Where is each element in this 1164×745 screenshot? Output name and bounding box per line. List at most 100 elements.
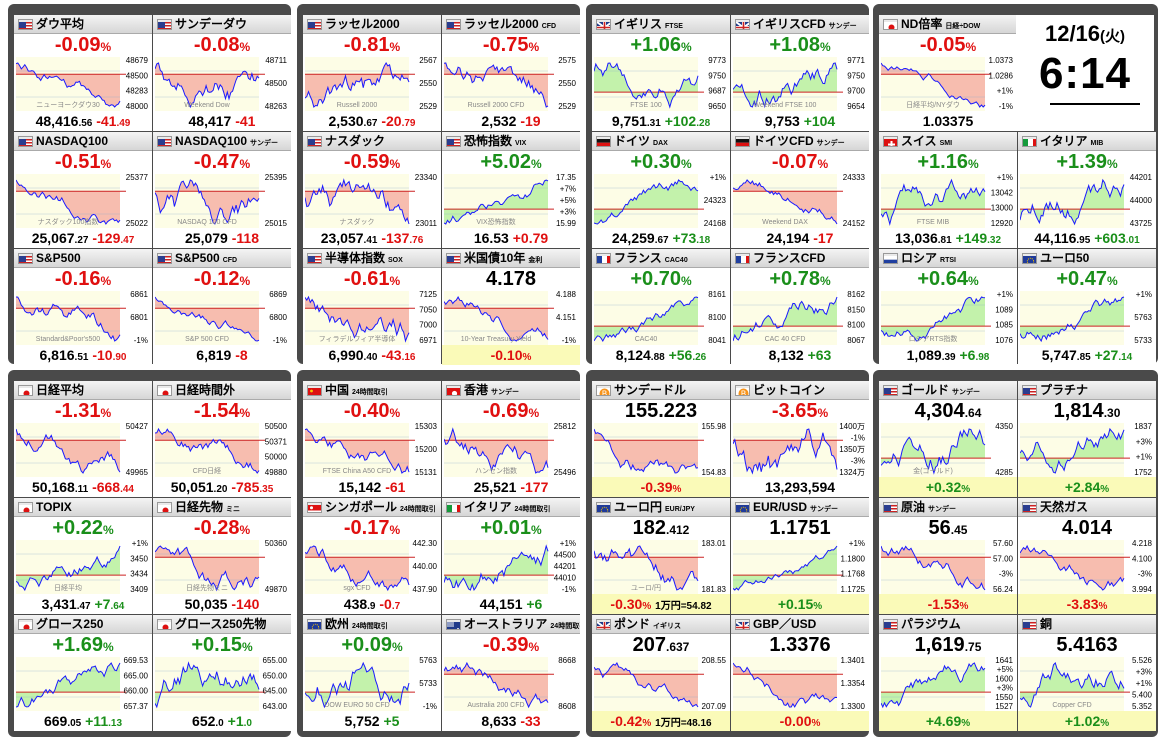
headline-unit: .64	[964, 406, 982, 420]
market-name: 欧州 24時間取引	[325, 617, 388, 631]
market-tile[interactable]: パラジウム 1,619.75 1641 +5% 1600 +3% 1550 1527 +4.69…	[879, 615, 1017, 731]
market-tile[interactable]: ラッセル2000 -0.81% Russell 2000 2567 2550 2529 2,…	[303, 15, 441, 131]
tile-header: 中国 24時間取引	[303, 381, 441, 400]
market-tile[interactable]: 日経時間外 -1.54% CFD日経 50500 50371 50000 49880 50,0…	[153, 381, 291, 497]
change-decimal: .0	[243, 718, 252, 729]
flag-icon	[883, 19, 898, 30]
market-name: 原油 サンデー	[901, 500, 957, 514]
market-name: 銅	[1040, 617, 1053, 631]
market-tile[interactable]: NASDAQ100 -0.51% ナスダック100指数 25377 25022 25,06…	[14, 132, 152, 248]
market-tile[interactable]: ロシア RTSI +0.64% ロシアRTS指数 +1% 1089 1085 1076 1,08…	[879, 249, 1017, 365]
market-tile[interactable]: グロース250 +1.69% 669.53 665.00 660.00 657.37 669…	[14, 615, 152, 731]
axis-tick-label: 3409	[130, 585, 148, 594]
headline-unit: %	[530, 157, 542, 171]
market-tile[interactable]: プラチナ 1,814.30 1837 +3% +1% 1752 +2.84%	[1018, 381, 1156, 497]
change-value: +11	[85, 713, 109, 729]
price-value: 48,417	[188, 113, 232, 129]
change-decimal: .90	[112, 352, 127, 363]
price-chart: CAC40 8161 8100 8041	[594, 291, 727, 345]
tile-header: ドイツ DAX	[592, 132, 730, 151]
market-tile[interactable]: ゴールド サンデー 4,304.64 金(ゴールド) 4350 4285 +0.32%	[879, 381, 1017, 497]
market-tile[interactable]: シンガポール 24時間取引 -0.17% sgx CFD 442.30 440.00 437…	[303, 498, 441, 614]
axis-tick-label: -1%	[851, 434, 865, 443]
market-tile[interactable]: 中国 24時間取引 -0.40% FTSE China A50 CFD 15303 152…	[303, 381, 441, 497]
headline-value: -3.65%	[771, 400, 829, 422]
market-tile[interactable]: フランス CAC40 +0.70% CAC40 8161 8100 8041 8,124.88…	[592, 249, 730, 365]
tile-footer: 50,051.20 -785.35	[153, 477, 291, 497]
market-name: ポンド イギリス	[614, 617, 682, 631]
headline-unit: %	[102, 523, 114, 537]
tile-header: イギリスCFD サンデー	[731, 15, 869, 34]
headline-unit: %	[239, 40, 251, 54]
market-tile[interactable]: ユーロ円 EUR/JPY 182.412 ユーロ/円 183.01 181.83 -0.30…	[592, 498, 730, 614]
chart-watermark: Weekend FTSE 100	[754, 102, 817, 109]
market-tile[interactable]: グロース250先物 +0.15% 655.00 650.00 645.00 643.00 6…	[153, 615, 291, 731]
market-tile[interactable]: 天然ガス 4.014 4.218 4.100 -3% 3.994 -3.83%	[1018, 498, 1156, 614]
market-tile[interactable]: 日経平均 -1.31% 50427 49965 50,168.11 -668.44	[14, 381, 152, 497]
chart-watermark: Copper CFD	[1052, 702, 1091, 709]
market-tile[interactable]: B サンデードル 155.223 155.98 154.83 -0.39%	[592, 381, 730, 497]
chart-line	[733, 662, 838, 708]
headline-value: 56.45	[928, 517, 968, 539]
market-tile[interactable]: ラッセル2000 CFD -0.75% Russell 2000 CFD 2575 255…	[442, 15, 580, 131]
market-subname: DAX	[653, 140, 668, 147]
market-name: ナスダック	[325, 134, 386, 148]
tile-footer: +0.15%	[731, 594, 869, 614]
flag-icon	[18, 19, 33, 30]
market-tile[interactable]: スイス SMI +1.16% FTSE MIB +1% 13042 13000 12920 13…	[879, 132, 1017, 248]
chart-line	[305, 62, 410, 108]
axis-tick-label: 4.151	[556, 313, 577, 322]
market-tile[interactable]: イタリア 24時間取引 +0.01% +1% 44500 44201 44010 -1% 44,…	[442, 498, 580, 614]
market-tile[interactable]: ドイツ DAX +0.30% +1% 24323 24168 24,259.67 +73.1…	[592, 132, 730, 248]
change-decimal: .16	[401, 352, 416, 363]
axis-tick-label: -1%	[999, 102, 1013, 111]
market-tile[interactable]: ND倍率 日経÷DOW -0.05% 日経平均/NYダウ 1.0373 1.0286 +1%…	[879, 15, 1017, 131]
axis-tick-label: 655.00	[263, 657, 288, 665]
market-tile[interactable]: EUR/USD サンデー 1.1751 +1% 1.1800 1.1768 1.1725 +0…	[731, 498, 869, 614]
market-tile[interactable]: TOPIX +0.22% 日経平均 +1% 3450 3434 3409 3,431.47 +…	[14, 498, 152, 614]
market-tile[interactable]: S&P500 -0.16% Standard&Poor's500 6861 6801 -1…	[14, 249, 152, 365]
market-tile[interactable]: イギリス FTSE +1.06% FTSE 100 9773 9750 9687 9650 9,…	[592, 15, 730, 131]
axis-tick-label: 660.00	[124, 687, 149, 696]
market-tile[interactable]: ユーロ50 +0.47% +1% 5763 5733 5,747.85 +27.14	[1018, 249, 1156, 365]
tile-header: NASDAQ100 サンデー	[153, 132, 291, 151]
flag-icon	[446, 385, 461, 396]
chart-line	[733, 179, 838, 225]
market-tile[interactable]: イギリスCFD サンデー +1.08% Weekend FTSE 100 9771 975…	[731, 15, 869, 131]
price-chart: 4.218 4.100 -3% 3.994	[1020, 540, 1153, 594]
change-value: -0.30	[610, 596, 643, 612]
market-tile[interactable]: フランスCFD +0.78% CAC 40 CFD 8162 8150 8100 8067 8…	[731, 249, 869, 365]
headline-unit: %	[102, 640, 114, 654]
price-chart: ナスダック100指数 25377 25022	[16, 174, 149, 228]
market-tile[interactable]: ダウ平均 -0.09% ニューヨークダウ30 48679 48500 48283 48000…	[14, 15, 152, 131]
market-tile[interactable]: オーストラリア24時間取引-0.39% Australia 200 CFD 8668…	[442, 615, 580, 731]
market-tile[interactable]: NASDAQ100 サンデー -0.47% NASDAQ 100 CFD 25395 25…	[153, 132, 291, 248]
market-tile[interactable]: 米国債10年 金利 4.178 10-Year Treasury Yield 4.188…	[442, 249, 580, 365]
market-tile[interactable]: 香港 サンデー -0.69% ハンセン指数 25812 25496 25,521 -177	[442, 381, 580, 497]
market-tile[interactable]: サンデーダウ -0.08% Weekend Dow 48711 48500 48263 48…	[153, 15, 291, 131]
market-tile[interactable]: ドイツCFD サンデー -0.07% Weekend DAX 24333 24152 24,…	[731, 132, 869, 248]
axis-tick-label: 5733	[419, 679, 437, 688]
market-tile[interactable]: ポンド イギリス 207.637 208.55 207.09 -0.42% 1万円=48.…	[592, 615, 730, 731]
flag-icon	[446, 253, 461, 264]
market-tile[interactable]: 欧州 24時間取引 +0.09% DOW EURO 50 CFD 5763 5733 -1%…	[303, 615, 441, 731]
market-tile[interactable]: 半導体指数 SOX -0.61% フィラデルフィア半導体 7125 7050 7000 697…	[303, 249, 441, 365]
headline-unit: %	[391, 640, 403, 654]
market-tile[interactable]: 原油 サンデー 56.45 57.60 57.00 -3% 56.24 -1.53%	[879, 498, 1017, 614]
flag-icon	[883, 385, 898, 396]
price-value: 44,116	[1034, 230, 1077, 246]
tile-footer: 24,259.67 +73.18	[592, 228, 730, 248]
market-tile[interactable]: 銅 5.4163 Copper CFD 5.526 +3% +1% 5.400 5.352 +1…	[1018, 615, 1156, 731]
market-tile[interactable]: B ビットコイン -3.65% 1400万 -1% 1350万 -3% 1324万 13,293…	[731, 381, 869, 497]
market-subname: 24時間取引	[400, 506, 436, 513]
market-tile[interactable]: GBP／USD 1.3376 1.3401 1.3354 1.3300 -0.00%	[731, 615, 869, 731]
axis-tick-label: 15.99	[556, 219, 577, 228]
market-tile[interactable]: S&P500 CFD -0.12% S&P 500 CFD 6869 6800 -1% 6,8…	[153, 249, 291, 365]
market-tile[interactable]: イタリア MIB +1.39% 44201 44000 43725 44,116.95 +6…	[1018, 132, 1156, 248]
flag-icon	[883, 619, 898, 630]
axis-tick-label: 44000	[1130, 196, 1153, 205]
market-tile[interactable]: 恐怖指数 VIX +5.02% VIX恐怖指数 17.35 +7% +5% +3% 15.99 1…	[442, 132, 580, 248]
market-tile[interactable]: ナスダック -0.59% ナスダック 23340 23011 23,057.41 -137…	[303, 132, 441, 248]
market-tile[interactable]: 日経先物 ミニ -0.28% 日経先物ミニ 50360 49870 50,035 -140	[153, 498, 291, 614]
market-name: パラジウム	[901, 617, 961, 631]
